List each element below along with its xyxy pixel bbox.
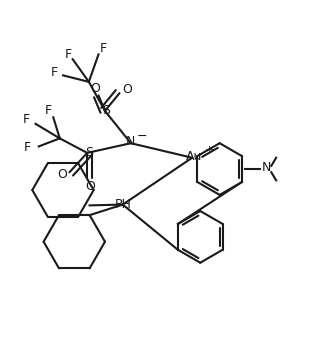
Text: N: N — [126, 135, 136, 148]
Text: Au: Au — [186, 150, 202, 163]
Text: −: − — [137, 130, 147, 143]
Text: PH: PH — [114, 198, 131, 211]
Text: F: F — [51, 66, 58, 79]
Text: O: O — [85, 180, 95, 193]
Text: S: S — [85, 146, 93, 159]
Text: O: O — [90, 82, 100, 95]
Text: F: F — [45, 104, 52, 117]
Text: S: S — [103, 104, 110, 117]
Text: O: O — [123, 84, 132, 97]
Text: F: F — [64, 48, 71, 61]
Text: O: O — [57, 168, 67, 181]
Text: F: F — [23, 113, 30, 126]
Text: F: F — [100, 42, 107, 55]
Text: +: + — [205, 145, 215, 155]
Text: F: F — [24, 141, 31, 154]
Text: N: N — [262, 161, 271, 174]
